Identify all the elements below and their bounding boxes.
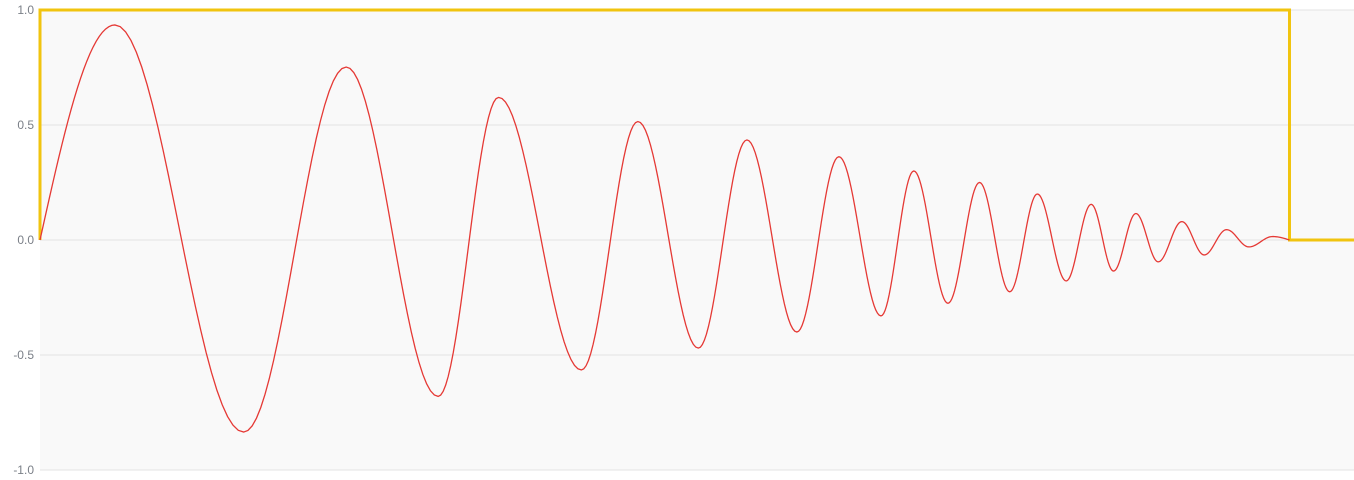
y-tick-label: 0.5 [17,118,34,132]
damped-signal-line [39,24,1290,433]
series-group [38,8,1354,433]
y-tick-label: 1.0 [17,3,34,17]
y-axis-tick-labels: 1.0 0.5 0.0 -0.5 -1.0 [13,3,34,477]
y-tick-label: -1.0 [13,463,34,477]
envelope-step-line [38,8,1354,242]
y-tick-label: -0.5 [13,348,34,362]
y-tick-label: 0.0 [17,233,34,247]
